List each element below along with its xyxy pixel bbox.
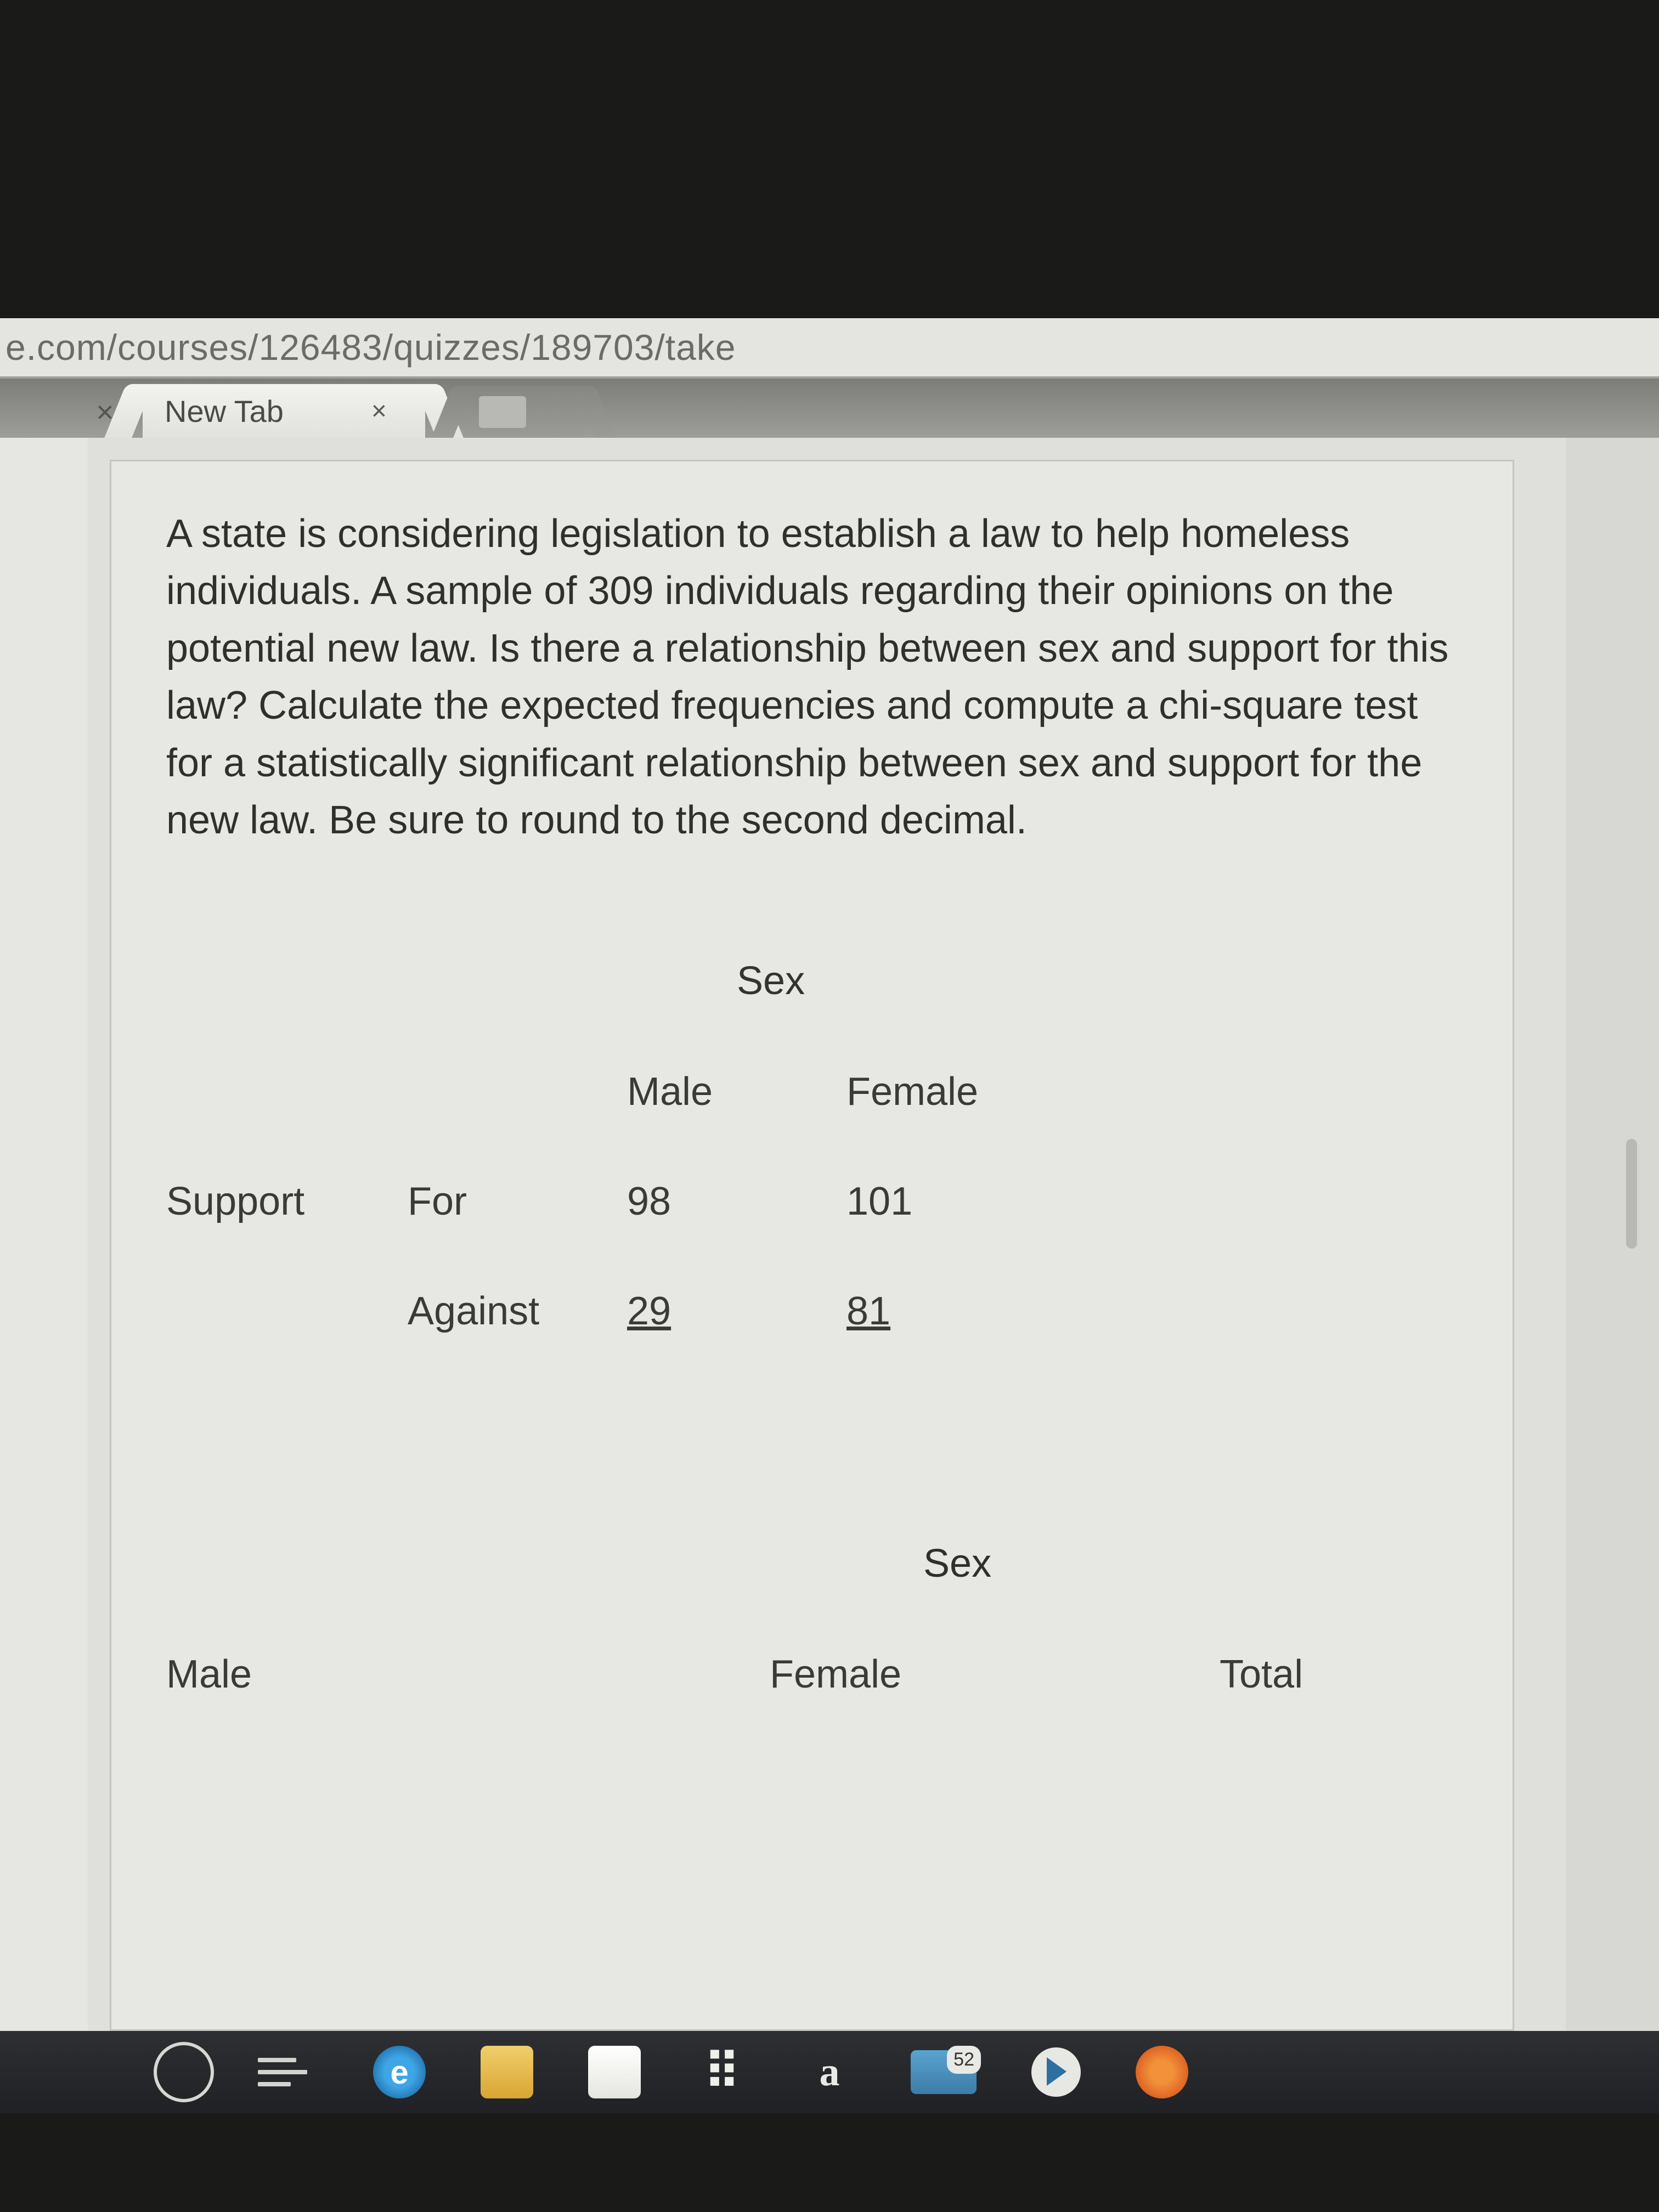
url-text: e.com/courses/126483/quizzes/189703/take — [5, 326, 736, 368]
observed-table: Sex Male Female Support For 98 101 Again… — [166, 958, 1458, 1697]
start-button-icon[interactable] — [154, 2042, 214, 2102]
store-icon[interactable] — [588, 2046, 641, 2098]
col-total: Total — [1220, 1652, 1439, 1697]
tab-strip: × New Tab × — [0, 379, 1659, 438]
row-group-label: Support — [166, 1179, 408, 1224]
question-card: A state is considering legislation to es… — [110, 460, 1514, 2031]
row-label-for: For — [408, 1179, 627, 1224]
mail-icon[interactable] — [911, 2050, 977, 2094]
page-content: A state is considering legislation to es… — [0, 438, 1659, 2031]
tab-label: New Tab — [165, 393, 284, 429]
table2-super-header: Sex — [923, 1541, 1458, 1586]
address-bar[interactable]: e.com/courses/126483/quizzes/189703/take — [0, 318, 1659, 379]
cell-for-female: 101 — [847, 1179, 1066, 1224]
cell-against-male: 29 — [627, 1289, 847, 1334]
cell-against-female: 81 — [847, 1289, 1066, 1334]
question-text: A state is considering legislation to es… — [166, 505, 1458, 849]
col-female: Female — [847, 1069, 1066, 1114]
scrollbar[interactable] — [1566, 438, 1659, 2031]
close-icon[interactable]: × — [371, 396, 387, 426]
screen-root: e.com/courses/126483/quizzes/189703/take… — [0, 318, 1659, 2113]
media-player-icon[interactable] — [1031, 2047, 1081, 2097]
col-male: Male — [627, 1069, 847, 1114]
col-female: Female — [770, 1652, 1220, 1697]
table-header-row: Male Female — [166, 1069, 1458, 1179]
task-view-icon[interactable] — [258, 2042, 318, 2102]
table-row: Against 29 81 — [166, 1289, 1458, 1398]
table-super-header: Sex — [737, 958, 1458, 1003]
firefox-icon[interactable] — [1136, 2046, 1188, 2098]
taskbar: e ⠿ a — [0, 2031, 1659, 2113]
tab-new-tab[interactable]: New Tab × — [143, 384, 425, 438]
tab-favicon-placeholder — [479, 396, 526, 428]
table-row: Support For 98 101 — [166, 1179, 1458, 1289]
amazon-icon[interactable]: a — [803, 2046, 856, 2098]
edge-icon[interactable]: e — [373, 2046, 426, 2098]
row-label-against: Against — [408, 1289, 627, 1334]
left-gutter — [0, 438, 88, 2031]
tab-loading[interactable] — [464, 386, 584, 438]
table2-header-row: Male Female Total — [166, 1652, 1458, 1697]
file-explorer-icon[interactable] — [481, 2046, 533, 2098]
dropbox-icon[interactable]: ⠿ — [696, 2046, 748, 2098]
cell-for-male: 98 — [627, 1179, 847, 1224]
col-male: Male — [166, 1652, 770, 1697]
